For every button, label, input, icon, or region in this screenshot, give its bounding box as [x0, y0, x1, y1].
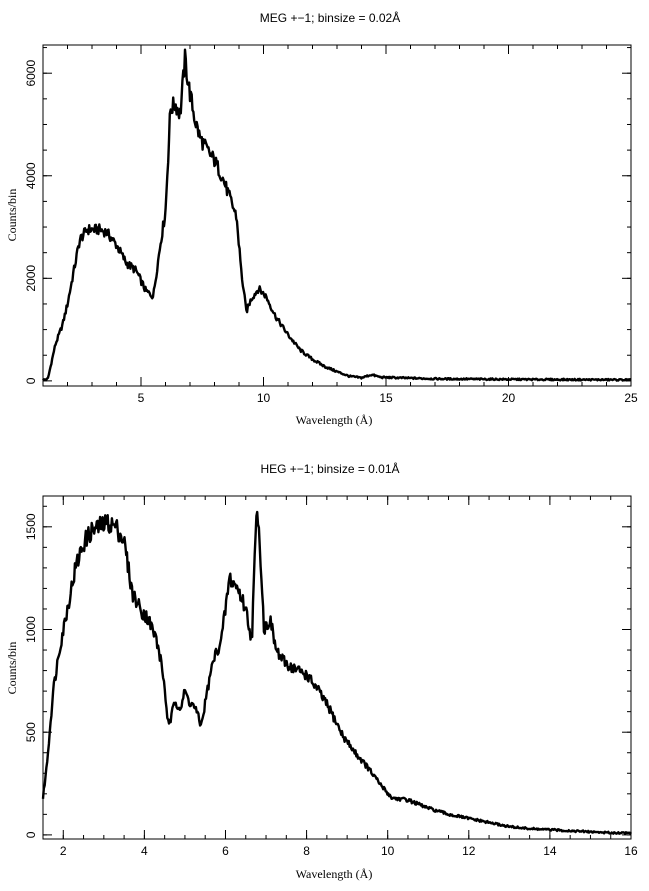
meg-spectrum-panel: MEG +−1; binsize = 0.02Å 5 10 15 20 25 0 2000…	[5, 10, 638, 427]
heg-y-tick-label: 1000	[24, 616, 38, 643]
heg-spectrum-line	[41, 510, 632, 835]
heg-x-tick-label: 16	[624, 844, 638, 858]
heg-chart-title: HEG +−1; binsize = 0.01Å	[260, 461, 399, 476]
heg-y-tick-label: 0	[24, 831, 38, 838]
meg-chart-title: MEG +−1; binsize = 0.02Å	[260, 10, 400, 25]
meg-y-tick-label: 4000	[24, 162, 38, 189]
heg-x-tick-label: 8	[303, 844, 310, 858]
meg-x-tick-label: 15	[379, 391, 393, 405]
meg-y-axis-label: Counts/bin	[5, 189, 19, 242]
heg-y-tick-label: 1500	[24, 513, 38, 540]
heg-axis-ticks	[42, 496, 632, 839]
heg-y-tick-label: 500	[24, 722, 38, 742]
meg-x-axis-label: Wavelength (Å)	[296, 413, 373, 427]
meg-x-tick-label: 20	[502, 391, 516, 405]
heg-x-tick-labels: 2 4 6 8 10 12 14 16	[60, 844, 638, 858]
heg-x-tick-label: 14	[543, 844, 557, 858]
meg-plot-frame	[42, 44, 632, 387]
meg-x-tick-labels: 5 10 15 20 25	[138, 391, 638, 405]
meg-x-tick-label: 5	[138, 391, 145, 405]
heg-x-axis-label: Wavelength (Å)	[296, 867, 373, 881]
meg-y-tick-label: 2000	[24, 265, 38, 292]
heg-plot-frame	[42, 495, 632, 840]
heg-spectrum-panel: HEG +−1; binsize = 0.01Å 2 4 6 8 10 12 14 16 0 5…	[5, 461, 638, 881]
meg-y-tick-label: 0	[24, 377, 38, 384]
heg-y-tick-labels: 0 500 1000 1500	[24, 513, 38, 838]
meg-y-tick-labels: 0 2000 4000 6000	[24, 60, 38, 385]
meg-axis-ticks	[42, 45, 632, 386]
meg-spectrum-line	[42, 48, 632, 382]
meg-x-tick-label: 10	[257, 391, 271, 405]
heg-x-tick-label: 4	[141, 844, 148, 858]
meg-y-tick-label: 6000	[24, 60, 38, 87]
heg-x-tick-label: 10	[381, 844, 395, 858]
heg-x-tick-label: 12	[462, 844, 476, 858]
heg-x-tick-label: 2	[60, 844, 67, 858]
heg-x-tick-label: 6	[222, 844, 229, 858]
heg-y-axis-label: Counts/bin	[5, 642, 19, 695]
meg-x-tick-label: 25	[624, 391, 638, 405]
